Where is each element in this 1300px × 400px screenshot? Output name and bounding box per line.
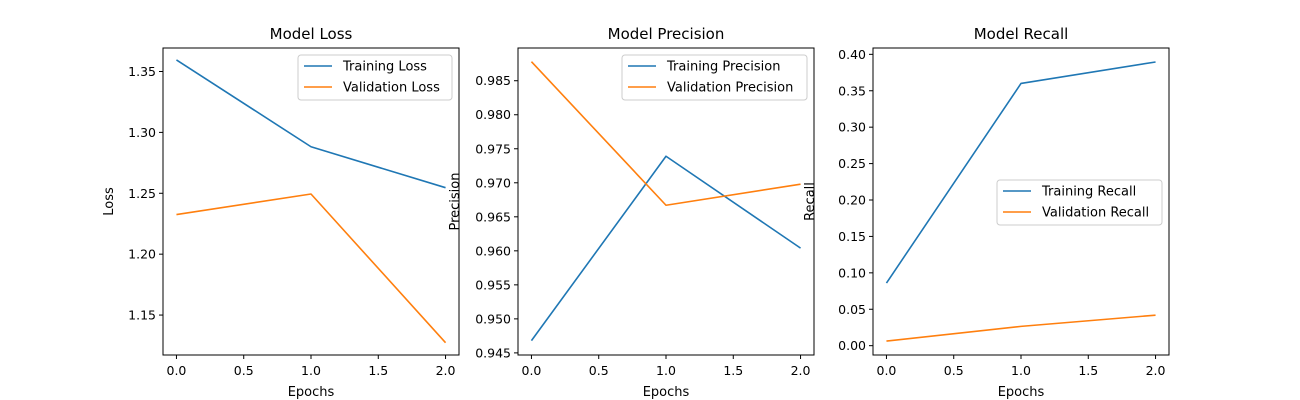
y-axis-label: Loss [102,187,117,216]
y-tick-label: 0.965 [475,209,511,224]
y-tick-label: 0.950 [475,311,511,326]
x-tick-label: 0.0 [877,363,897,378]
legend-entry-label: Validation Loss [343,81,440,96]
x-tick-label: 0.0 [522,363,542,378]
y-tick-label: 0.00 [838,338,866,353]
series-line-training-precision [530,155,802,342]
y-tick-label: 0.945 [475,345,511,360]
x-tick-label: 1.0 [301,363,321,378]
series-line-training-loss [176,59,446,189]
x-tick-label: 2.0 [436,363,456,378]
y-tick-label: 0.955 [475,277,511,292]
chart-recall: 0.0 0.5 1.0 1.5 2.0 0.00 0.05 0.10 0.15 0.20 0.25 0… [803,25,1170,400]
x-axis-label: Epochs [288,385,335,400]
x-tick-label: 0.0 [167,363,187,378]
x-tick-label: 0.5 [944,363,964,378]
chart-title: Model Precision [608,25,725,43]
legend-entry-label: Training Precision [666,60,780,75]
series-line-validation-precision [530,61,801,207]
y-tick-label: 0.35 [838,83,866,98]
x-axis-label: Epochs [643,385,690,400]
y-axis-label: Recall [803,182,818,221]
legend: Training Recall Validation Recall [996,179,1163,226]
legend-box [297,54,453,101]
x-tick-label: 1.5 [368,363,388,378]
x-tick-label: 0.5 [589,363,609,378]
x-tick-label: 1.5 [1078,363,1098,378]
y-tick-label: 0.985 [475,73,511,88]
x-tick-label: 1.0 [1011,363,1031,378]
y-tick-label: 0.40 [838,47,866,62]
y-tick-label: 1.30 [128,125,156,140]
y-tick-label: 1.25 [128,186,156,201]
x-axis-label: Epochs [998,385,1045,400]
y-tick-label: 0.05 [838,302,866,317]
y-tick-label: 1.15 [128,308,156,323]
y-tick-label: 0.970 [475,175,511,190]
y-tick-label: 0.30 [838,120,866,135]
chart-title: Model Recall [974,25,1069,43]
series-line-validation-recall [886,314,1156,342]
legend-entry-label: Validation Recall [1042,206,1149,221]
chart-title: Model Loss [270,25,353,43]
x-tick-label: 0.5 [234,363,254,378]
legend-entry-label: Training Recall [1041,185,1136,200]
x-tick-label: 1.5 [723,363,743,378]
y-tick-label: 0.975 [475,141,511,156]
legend: Training Loss Validation Loss [297,54,453,101]
chart-loss: 0.0 0.5 1.0 1.5 2.0 1.15 1.20 1.25 1.30 1.35 Model… [102,25,460,400]
y-tick-label: 0.20 [838,193,866,208]
legend-entry-label: Training Loss [342,60,427,75]
x-tick-label: 2.0 [791,363,811,378]
series-line-validation-loss [176,193,447,344]
y-tick-label: 1.20 [128,247,156,262]
y-tick-label: 0.980 [475,107,511,122]
y-axis-label: Precision [448,172,463,230]
x-tick-label: 2.0 [1146,363,1166,378]
legend-entry-label: Validation Precision [667,81,793,96]
legend: Training Precision Validation Precision [621,54,808,101]
legend-box [996,179,1163,226]
series-line-training-recall [885,61,1156,284]
x-tick-label: 1.0 [656,363,676,378]
y-tick-label: 1.35 [128,64,156,79]
chart-precision: 0.0 0.5 1.0 1.5 2.0 0.945 0.950 0.955 0.960 0.965… [448,25,815,400]
legend-box [621,54,808,101]
y-tick-label: 0.25 [838,156,866,171]
y-tick-label: 0.15 [838,229,866,244]
y-tick-label: 0.10 [838,265,866,280]
y-tick-label: 0.960 [475,243,511,258]
